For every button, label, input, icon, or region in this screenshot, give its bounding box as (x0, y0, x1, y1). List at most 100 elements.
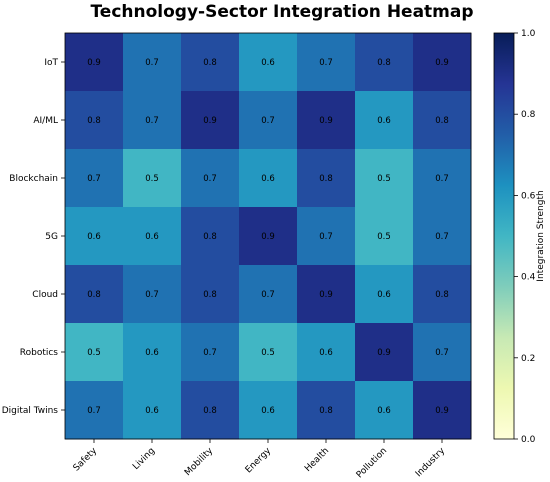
y-tick-label: Blockchain (9, 174, 58, 184)
heatmap-cell (355, 207, 414, 266)
cell-value-label: 0.7 (261, 290, 275, 300)
cell-value-label: 0.5 (377, 232, 391, 242)
cell-value-label: 0.6 (145, 406, 159, 416)
y-tick-label: 5G (45, 232, 58, 242)
cell-value-label: 0.7 (145, 58, 159, 68)
cell-value-label: 0.7 (203, 174, 217, 184)
heatmap-cell (181, 91, 240, 150)
cell-value-label: 0.9 (203, 116, 217, 126)
heatmap-cell (239, 91, 298, 150)
heatmap-cell (239, 33, 298, 92)
heatmap-cells (65, 33, 472, 440)
heatmap-cell (181, 265, 240, 324)
cell-value-label: 0.9 (319, 290, 333, 300)
cell-value-label: 0.6 (145, 232, 159, 242)
cell-value-label: 0.7 (319, 232, 333, 242)
cell-value-label: 0.9 (319, 116, 333, 126)
heatmap-cell (355, 323, 414, 382)
heatmap-cell (413, 91, 472, 150)
heatmap-cell (413, 207, 472, 266)
heatmap-cell (65, 323, 124, 382)
colorbar-ticks: 0.0 0.2 0.4 0.6 0.8 1.0 (514, 29, 536, 445)
colorbar-tick-label: 0.2 (521, 354, 535, 364)
cell-value-label: 0.8 (87, 116, 101, 126)
heatmap-cell (297, 33, 356, 92)
heatmap-cell (123, 91, 182, 150)
heatmap-cell (297, 207, 356, 266)
heatmap-cell (65, 91, 124, 150)
y-tick-label: Robotics (20, 348, 59, 358)
heatmap-cell (239, 149, 298, 208)
cell-value-label: 0.7 (145, 290, 159, 300)
cell-value-label: 0.7 (145, 116, 159, 126)
heatmap-cell (413, 381, 472, 440)
cell-value-label: 0.8 (319, 174, 333, 184)
heatmap-cell (355, 33, 414, 92)
heatmap-cell (413, 33, 472, 92)
colorbar-tick-label: 0.8 (521, 110, 536, 120)
x-tick-label: Mobility (183, 446, 216, 479)
heatmap-cell-labels: 0.9 0.7 0.8 0.6 0.7 0.8 0.9 0.8 0.7 0.9 0.7 0.9 0.6 0… (87, 58, 449, 416)
cell-value-label: 0.8 (203, 58, 217, 68)
cell-value-label: 0.8 (203, 290, 217, 300)
heatmap-cell (355, 381, 414, 440)
x-tick-label: Industry (414, 446, 448, 480)
heatmap-cell (65, 265, 124, 324)
cell-value-label: 0.9 (435, 406, 449, 416)
heatmap-cell (123, 33, 182, 92)
y-axis: IoT AI/ML Blockchain 5G Cloud Robotics Digital… (2, 58, 65, 416)
heatmap-cell (181, 207, 240, 266)
cell-value-label: 0.6 (87, 232, 101, 242)
colorbar-tick-label: 0.6 (521, 191, 536, 201)
heatmap-cell (297, 91, 356, 150)
heatmap-cell (239, 265, 298, 324)
cell-value-label: 0.9 (87, 58, 101, 68)
cell-value-label: 0.7 (319, 58, 333, 68)
cell-value-label: 0.6 (261, 58, 275, 68)
cell-value-label: 0.9 (261, 232, 275, 242)
cell-value-label: 0.5 (261, 348, 275, 358)
cell-value-label: 0.7 (435, 348, 449, 358)
cell-value-label: 0.6 (377, 406, 391, 416)
cell-value-label: 0.6 (377, 290, 391, 300)
x-tick-label: Health (303, 446, 331, 474)
cell-value-label: 0.7 (203, 348, 217, 358)
colorbar: 0.0 0.2 0.4 0.6 0.8 1.0 Integration Strength (493, 29, 546, 445)
cell-value-label: 0.7 (87, 174, 101, 184)
heatmap-cell (413, 323, 472, 382)
heatmap-cell (65, 149, 124, 208)
colorbar-gradient (493, 32, 515, 440)
heatmap-cell (355, 149, 414, 208)
heatmap-cell (413, 265, 472, 324)
cell-value-label: 0.6 (261, 174, 275, 184)
heatmap-cell (65, 33, 124, 92)
heatmap-cell (239, 207, 298, 266)
cell-value-label: 0.9 (377, 348, 391, 358)
colorbar-label: Integration Strength (536, 190, 546, 281)
cell-value-label: 0.7 (435, 232, 449, 242)
y-tick-label: Digital Twins (2, 406, 59, 416)
heatmap-cell (413, 149, 472, 208)
cell-value-label: 0.7 (261, 116, 275, 126)
heatmap-cell (123, 381, 182, 440)
cell-value-label: 0.8 (319, 406, 333, 416)
heatmap-cell (181, 323, 240, 382)
colorbar-tick-label: 0.4 (521, 273, 536, 283)
x-axis: Safety Living Mobility Energy Health Pollutio… (72, 439, 448, 480)
cell-value-label: 0.6 (145, 348, 159, 358)
x-tick-label: Safety (72, 446, 100, 474)
cell-value-label: 0.8 (435, 290, 449, 300)
y-tick-label: IoT (44, 58, 58, 68)
heatmap-cell (123, 207, 182, 266)
heatmap-cell (181, 381, 240, 440)
cell-value-label: 0.6 (319, 348, 333, 358)
heatmap-cell (239, 381, 298, 440)
heatmap-cell (123, 323, 182, 382)
heatmap-cell (297, 381, 356, 440)
heatmap-cell (65, 381, 124, 440)
colorbar-tick-label: 0.0 (521, 435, 536, 445)
cell-value-label: 0.7 (435, 174, 449, 184)
cell-value-label: 0.8 (203, 406, 217, 416)
y-tick-label: Cloud (32, 290, 58, 300)
